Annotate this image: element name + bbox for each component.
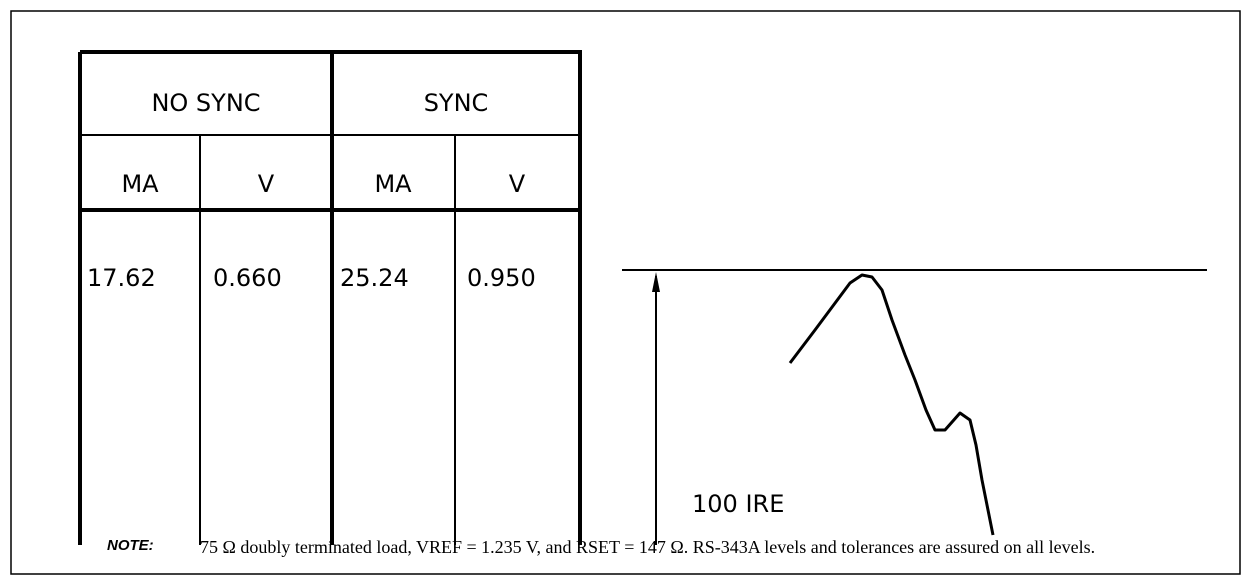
cell: 0.660 (213, 264, 282, 292)
ire-label: 100 IRE (692, 490, 784, 518)
header: SYNC (424, 89, 489, 117)
table-lines (78, 50, 582, 545)
arrow-head (652, 272, 660, 292)
subheader: MA (121, 170, 159, 198)
note-label: NOTE: (107, 537, 154, 554)
header: NO SYNC (151, 89, 260, 117)
subheader: V (509, 170, 526, 198)
frame (10, 10, 1241, 575)
cell: 17.62 (87, 264, 156, 292)
cell: 0.950 (467, 264, 536, 292)
subheader: V (258, 170, 275, 198)
subheader: MA (374, 170, 412, 198)
waveform (788, 273, 995, 536)
cell: 25.24 (340, 264, 409, 292)
note-text: 75 Ω doubly terminated load, VREF = 1.23… (200, 537, 1096, 557)
